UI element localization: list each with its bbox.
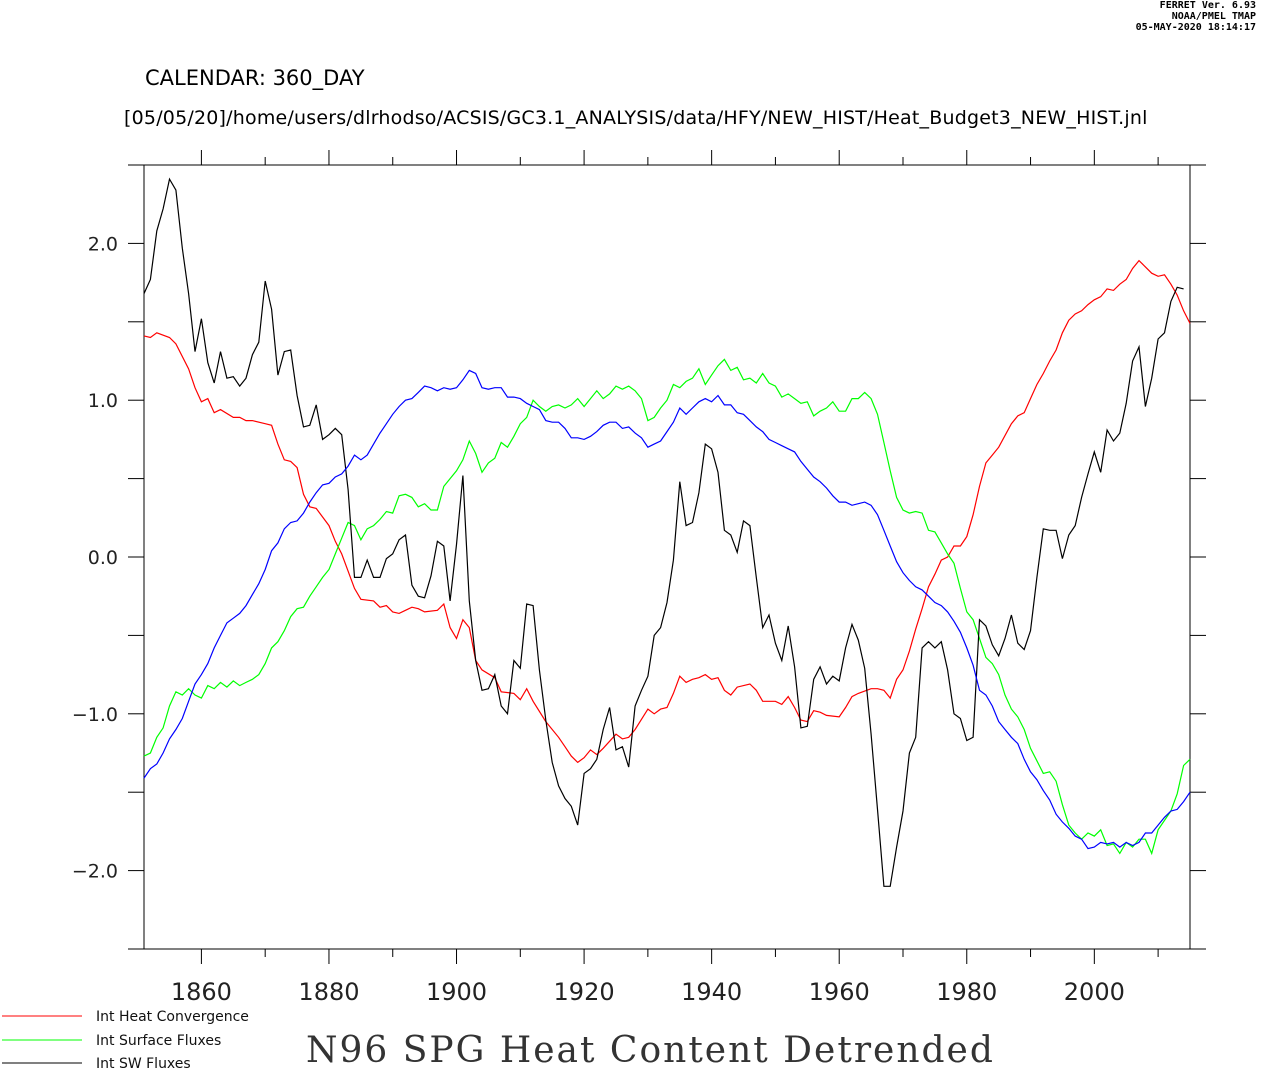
x-tick-label: 1940 (681, 978, 742, 1006)
ferret-version: FERRET Ver. 6.93 (1159, 0, 1256, 11)
series-line-int-sw-fluxes (143, 177, 1184, 887)
ferret-version-stamp: FERRET Ver. 6.93 NOAA/PMEL TMAP 05-MAY-2… (1136, 0, 1256, 33)
series-lines (143, 177, 1191, 887)
x-tick-label: 1920 (554, 978, 615, 1006)
series-line-unlabeled (143, 369, 1191, 850)
y-tick-label: 1.0 (88, 390, 118, 412)
calendar-label: CALENDAR: 360_DAY (145, 66, 365, 90)
axes: 1860 1880 1900 1920 1940 1960 1980 2000 2.0 1.0 0.… (72, 150, 1206, 1006)
chart-title: N96 SPG Heat Content Detrended (306, 1030, 995, 1071)
y-tick-label: 2.0 (88, 233, 118, 255)
legend-label: Int SW Fluxes (96, 1056, 191, 1069)
legend-label: Int Heat Convergence (96, 1009, 249, 1025)
x-tick-label: 1960 (809, 978, 870, 1006)
y-tick-label: 0.0 (88, 547, 118, 569)
legend: Int Heat Convergence Int Surface Fluxes In… (2, 1009, 249, 1069)
x-tick-label: 1980 (936, 978, 997, 1006)
series-line-int-surface-fluxes (143, 358, 1191, 856)
x-tick-label: 1860 (171, 978, 232, 1006)
series-line-int-heat-convergence (143, 259, 1191, 764)
journal-path: [05/05/20]/home/users/dlrhodso/ACSIS/GC3… (124, 107, 1148, 129)
ferret-org: NOAA/PMEL TMAP (1171, 11, 1256, 22)
y-tick-label: −1.0 (72, 704, 118, 726)
x-tick-label: 1880 (298, 978, 359, 1006)
x-tick-label: 2000 (1064, 978, 1125, 1006)
x-tick-label: 1900 (426, 978, 487, 1006)
y-tick-label: −2.0 (72, 861, 118, 883)
legend-label: Int Surface Fluxes (96, 1033, 221, 1049)
ferret-timestamp: 05-MAY-2020 18:14:17 (1135, 22, 1256, 33)
